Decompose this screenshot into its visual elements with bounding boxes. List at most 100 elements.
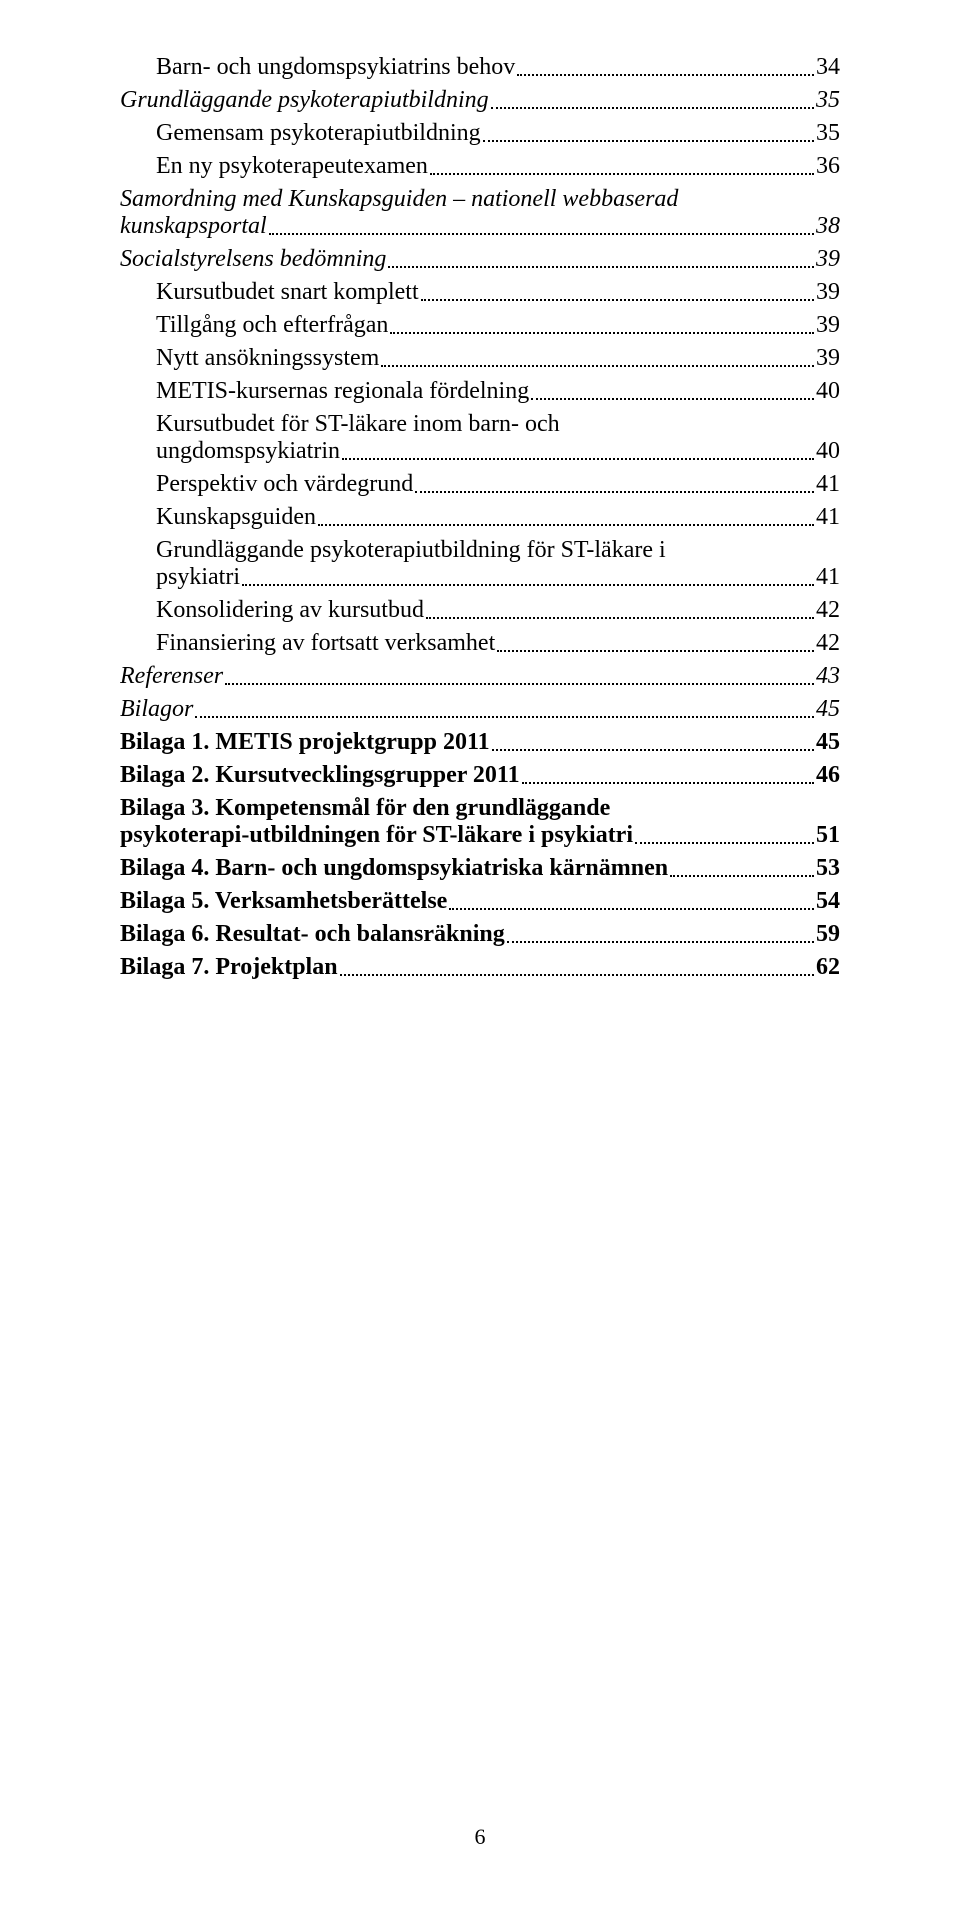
toc-leader-dots [340,962,814,976]
toc-entry: Grundläggande psykoterapiutbildning 35 [120,87,840,114]
toc-multiline: Kursutbudet för ST-läkare inom barn- och… [156,411,840,465]
toc-page-number: 62 [816,954,840,981]
toc-label: Bilaga 1. METIS projektgrupp 2011 [120,729,490,756]
toc-page-number: 53 [816,855,840,882]
toc-leader-dots [390,320,814,334]
toc-leader-dots [415,479,814,493]
toc-leader-dots [342,446,814,460]
toc-page-number: 35 [816,87,840,114]
toc-page-number: 45 [816,696,840,723]
toc-label: Bilaga 7. Projektplan [120,954,338,981]
toc-page-number: 41 [816,504,840,531]
toc-leader-dots [269,221,814,235]
toc-label: kunskapsportal [120,213,267,240]
toc-leader-dots [421,287,814,301]
toc-entry: Konsolidering av kursutbud 42 [156,597,840,624]
toc-page-number: 42 [816,630,840,657]
toc-label: Barn- och ungdomspsykiatrins behov [156,54,515,81]
toc-entry: Kursutbudet snart komplett 39 [156,279,840,306]
toc-entry: Kursutbudet för ST-läkare inom barn- och… [156,411,840,465]
toc-leader-dots [430,161,814,175]
toc-page-number: 41 [816,564,840,591]
toc-label: METIS-kursernas regionala fördelning [156,378,529,405]
toc-page-number: 43 [816,663,840,690]
toc-leader-dots [531,386,814,400]
toc-label-line2: ungdomspsykiatrin 40 [156,438,840,465]
toc-label: Grundläggande psykoterapiutbildning [120,87,489,114]
toc-entry: Bilaga 4. Barn- och ungdomspsykiatriska … [120,855,840,882]
toc-entry: Bilaga 1. METIS projektgrupp 2011 45 [120,729,840,756]
toc-leader-dots [483,128,814,142]
toc-entry: Tillgång och efterfrågan39 [156,312,840,339]
toc-page-number: 39 [816,279,840,306]
toc-entry: Gemensam psykoterapiutbildning 35 [156,120,840,147]
toc-page-number: 35 [816,120,840,147]
toc-label-line1: Bilaga 3. Kompetensmål för den grundlägg… [120,795,840,822]
toc-label: Bilaga 2. Kursutvecklingsgrupper 2011 [120,762,520,789]
toc-leader-dots [522,770,814,784]
toc-label: Perspektiv och värdegrund [156,471,413,498]
toc-leader-dots [670,863,814,877]
toc-leader-dots [517,62,814,76]
toc-entry: Barn- och ungdomspsykiatrins behov34 [156,54,840,81]
toc-leader-dots [388,254,814,268]
toc-entry: Referenser 43 [120,663,840,690]
toc-label: En ny psykoterapeutexamen [156,153,428,180]
toc-label: psykiatri [156,564,240,591]
toc-entry: Bilaga 2. Kursutvecklingsgrupper 2011 46 [120,762,840,789]
toc-entry: METIS-kursernas regionala fördelning 40 [156,378,840,405]
toc-page-number: 40 [816,438,840,465]
toc-label: ungdomspsykiatrin [156,438,340,465]
toc-page-number: 39 [816,246,840,273]
toc-label-line1: Kursutbudet för ST-läkare inom barn- och [156,411,840,438]
toc-label: Nytt ansökningssystem [156,345,379,372]
toc-multiline: Bilaga 3. Kompetensmål för den grundlägg… [120,795,840,849]
toc-label: Konsolidering av kursutbud [156,597,424,624]
toc-page-number: 51 [816,822,840,849]
toc-entry: Bilaga 6. Resultat- och balansräkning59 [120,921,840,948]
toc-leader-dots [426,605,814,619]
toc-leader-dots [635,830,814,844]
toc-entry: Bilaga 7. Projektplan 62 [120,954,840,981]
toc-page-number: 59 [816,921,840,948]
toc-label: Referenser [120,663,223,690]
toc-leader-dots [242,572,814,586]
toc-leader-dots [491,95,814,109]
toc-leader-dots [318,512,814,526]
toc-label: psykoterapi-utbildningen för ST-läkare i… [120,822,633,849]
toc-multiline: Grundläggande psykoterapiutbildning för … [156,537,840,591]
toc-leader-dots [492,737,814,751]
toc-label: Bilaga 4. Barn- och ungdomspsykiatriska … [120,855,668,882]
toc-label-line2: kunskapsportal 38 [120,213,840,240]
toc-container: Barn- och ungdomspsykiatrins behov34 Grun… [120,54,840,981]
toc-label: Bilaga 5. Verksamhetsberättelse [120,888,447,915]
toc-label: Gemensam psykoterapiutbildning [156,120,481,147]
toc-page: Barn- och ungdomspsykiatrins behov34 Grun… [0,0,960,1910]
toc-label: Kunskapsguiden [156,504,316,531]
toc-entry: Finansiering av fortsatt verksamhet 42 [156,630,840,657]
toc-multiline: Samordning med Kunskapsguiden – nationel… [120,186,840,240]
toc-entry: Bilaga 3. Kompetensmål för den grundlägg… [120,795,840,849]
toc-page-number: 46 [816,762,840,789]
toc-page-number: 45 [816,729,840,756]
page-number: 6 [0,1824,960,1850]
toc-label-line2: psykiatri 41 [156,564,840,591]
toc-label-line1: Samordning med Kunskapsguiden – nationel… [120,186,840,213]
toc-page-number: 42 [816,597,840,624]
toc-page-number: 36 [816,153,840,180]
toc-entry: Bilaga 5. Verksamhetsberättelse 54 [120,888,840,915]
toc-page-number: 38 [816,213,840,240]
toc-leader-dots [225,671,814,685]
toc-label: Finansiering av fortsatt verksamhet [156,630,495,657]
toc-entry: Grundläggande psykoterapiutbildning för … [156,537,840,591]
toc-label: Kursutbudet snart komplett [156,279,419,306]
toc-entry: Perspektiv och värdegrund 41 [156,471,840,498]
toc-page-number: 40 [816,378,840,405]
toc-page-number: 54 [816,888,840,915]
toc-entry: Kunskapsguiden 41 [156,504,840,531]
toc-page-number: 39 [816,345,840,372]
toc-entry: Bilagor45 [120,696,840,723]
toc-page-number: 41 [816,471,840,498]
toc-entry: En ny psykoterapeutexamen 36 [156,153,840,180]
toc-leader-dots [449,896,814,910]
